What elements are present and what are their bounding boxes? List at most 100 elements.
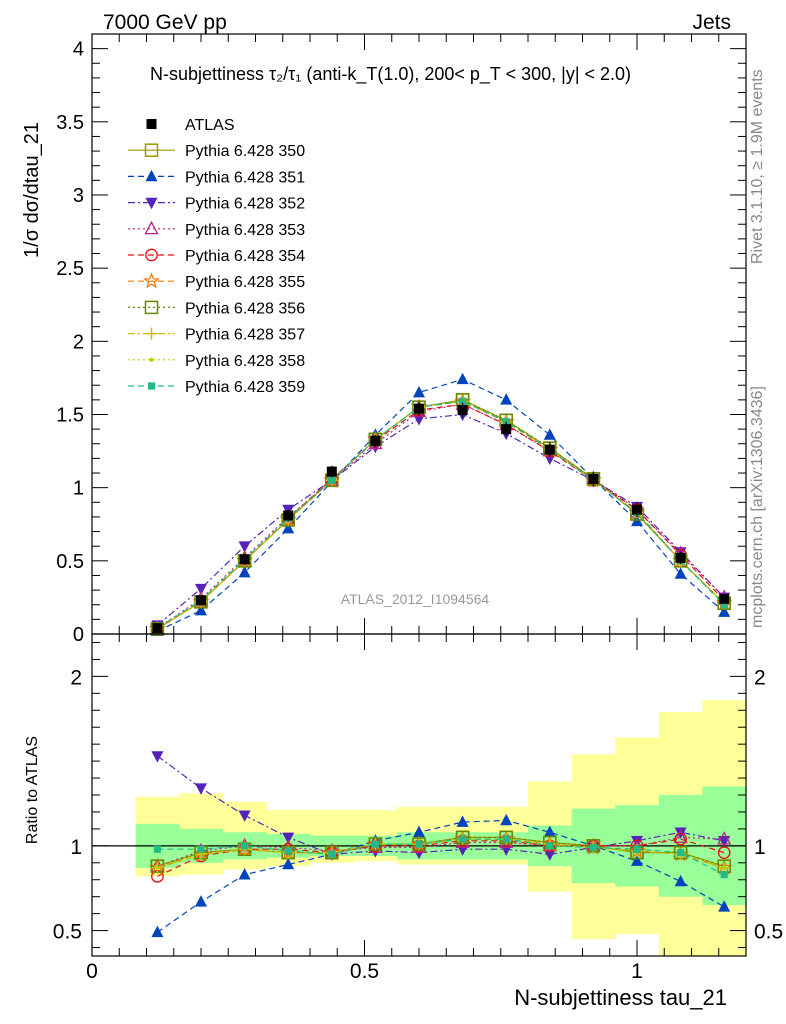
- y-tick-label-right: 0.5: [754, 921, 783, 944]
- data-point: [326, 466, 337, 477]
- y-tick-label-right: 1: [754, 836, 766, 859]
- y-tick-label: 3: [73, 185, 84, 207]
- data-point: [543, 825, 556, 838]
- ratio-y-axis: 0.5 0.5 1 1 2 2: [53, 641, 783, 949]
- legend-label: Pythia 6.428 359: [185, 379, 305, 396]
- data-point: [631, 854, 643, 866]
- data-point: [415, 840, 423, 848]
- data-point: [145, 248, 158, 262]
- data-point: [198, 852, 204, 857]
- data-point: [328, 850, 336, 858]
- series-line: [157, 755, 725, 855]
- legend-entry: Pythia 6.428 359: [128, 379, 305, 396]
- x-axis-label: N-subjettiness tau_21: [514, 985, 727, 1010]
- ratio-y-label: Ratio to ATLAS: [24, 736, 41, 844]
- legend-label: Pythia 6.428 351: [185, 169, 305, 186]
- data-point: [149, 357, 154, 362]
- data-point: [413, 825, 425, 838]
- main-title: N-subjettiness τ₂/τ₁ (anti-k_T(1.0), 200…: [150, 64, 631, 85]
- data-point: [720, 871, 728, 879]
- data-point: [197, 845, 205, 853]
- data-point: [195, 895, 207, 907]
- series-atlas: [152, 401, 730, 634]
- legend-label: Pythia 6.428 357: [185, 327, 305, 344]
- y-tick-label: 4: [73, 39, 84, 61]
- data-point: [456, 815, 469, 827]
- data-point: [632, 504, 642, 515]
- legend-entry: Pythia 6.428 355: [128, 272, 305, 291]
- data-point: [546, 842, 554, 850]
- ratio-series-pythia-6.428-359: [153, 835, 728, 879]
- data-point: [456, 372, 469, 385]
- data-point: [501, 424, 512, 435]
- legend-entry: Pythia 6.428 356: [128, 300, 305, 317]
- series-line: [157, 413, 725, 626]
- data-point: [673, 829, 688, 843]
- data-point: [677, 849, 685, 857]
- data-point: [152, 623, 163, 634]
- data-point: [719, 593, 730, 604]
- data-point: [145, 327, 158, 340]
- legend-label: Pythia 6.428 355: [185, 274, 305, 291]
- data-point: [144, 143, 159, 157]
- legend-entry: Pythia 6.428 358: [128, 353, 305, 370]
- data-point: [414, 403, 424, 414]
- data-point: [500, 813, 513, 826]
- main-y-axis: 0 0.5 1 1.5 2 2.5 3 3.5 4: [56, 39, 746, 646]
- header-left: 7000 GeV pp: [103, 11, 227, 34]
- legend-entry: Pythia 6.428 357: [128, 327, 305, 344]
- data-point: [674, 832, 687, 846]
- y-tick-label: 0.5: [56, 551, 84, 573]
- series-line: [157, 836, 725, 867]
- data-point: [675, 552, 686, 563]
- data-point: [328, 476, 336, 484]
- data-point: [283, 510, 294, 521]
- data-point: [588, 473, 599, 484]
- data-point: [196, 595, 206, 606]
- data-point: [413, 385, 425, 398]
- series-line: [157, 819, 725, 933]
- data-point: [153, 845, 161, 853]
- data-point: [195, 603, 207, 616]
- data-point: [371, 840, 379, 848]
- y-tick-label: 0: [73, 624, 84, 646]
- legend-entry: Pythia 6.428 351: [128, 169, 305, 186]
- data-point: [147, 382, 156, 390]
- y-tick-label: 2: [70, 666, 82, 689]
- y-tick-label-right: 2: [754, 666, 766, 689]
- watermark: ATLAS_2012_I1094564: [341, 591, 490, 607]
- main-y-label: 1/σ dσ/dtau_21: [21, 122, 43, 258]
- legend-label: Pythia 6.428 354: [185, 248, 305, 265]
- data-point: [717, 831, 732, 845]
- main-plot-area: [148, 372, 733, 637]
- data-point: [151, 751, 164, 763]
- data-point: [720, 601, 728, 609]
- ratio-series-pythia-6.428-351: [151, 813, 731, 938]
- data-point: [459, 397, 467, 405]
- data-point: [674, 567, 687, 579]
- ratio-panel: 0.5 0.51 12 2 0 0.5 1 Ratio to ATLAS N-subjet…: [24, 34, 783, 1010]
- ratio-plot-area: [92, 700, 747, 956]
- data-point: [543, 849, 556, 861]
- data-point: [282, 832, 295, 844]
- legend: ATLAS Pythia 6.428 350 Pythia 6.428 351 Pyt…: [128, 117, 305, 396]
- data-point: [144, 300, 159, 315]
- x-tick-label: 1: [631, 960, 643, 983]
- data-point: [145, 169, 158, 182]
- y-tick-label: 3.5: [56, 112, 84, 134]
- data-point: [543, 428, 556, 440]
- y-tick-label: 1: [73, 478, 84, 500]
- data-point: [155, 865, 160, 870]
- data-point: [238, 810, 251, 822]
- data-point: [631, 835, 643, 848]
- data-point: [717, 846, 731, 859]
- data-point: [370, 435, 381, 446]
- data-point: [151, 925, 164, 938]
- series-line: [157, 400, 725, 629]
- data-point: [459, 835, 467, 843]
- data-point: [500, 393, 513, 405]
- legend-label: ATLAS: [185, 117, 235, 134]
- mcplots-label: mcplots.cern.ch [arXiv:1306.3436]: [749, 386, 766, 628]
- data-point: [241, 842, 249, 850]
- data-point: [195, 583, 207, 596]
